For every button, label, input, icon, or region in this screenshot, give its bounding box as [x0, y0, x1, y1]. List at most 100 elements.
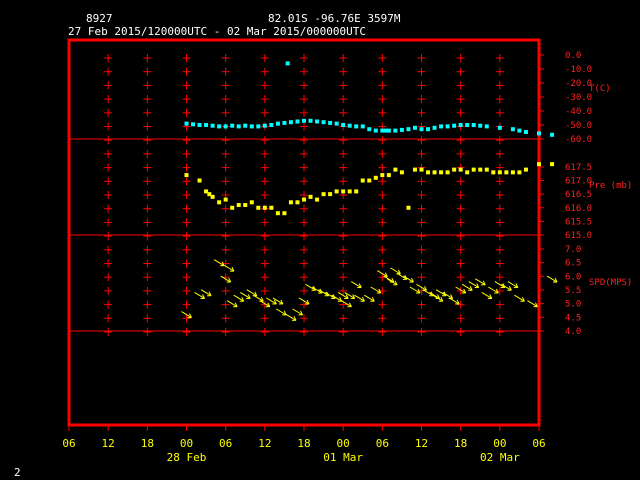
y-tick-label: -40.0	[565, 107, 592, 117]
data-point	[302, 198, 306, 202]
x-tick-label: 12	[102, 437, 115, 450]
x-tick-label: 00	[337, 437, 350, 450]
data-point	[276, 122, 280, 126]
data-point	[374, 176, 378, 180]
data-point	[295, 200, 299, 204]
data-point	[341, 123, 345, 127]
data-point	[237, 124, 241, 128]
data-point	[322, 120, 326, 124]
data-point	[426, 170, 430, 174]
data-point	[315, 198, 319, 202]
data-point	[485, 124, 489, 128]
data-point	[185, 122, 189, 126]
data-point	[524, 130, 528, 134]
data-point	[472, 168, 476, 172]
y-tick-label: 4.0	[565, 327, 581, 337]
y-tick-label: -30.0	[565, 93, 592, 103]
x-tick-label: 06	[62, 437, 75, 450]
data-point	[511, 170, 515, 174]
y-tick-label: 5.5	[565, 286, 581, 296]
data-point	[243, 203, 247, 207]
y-tick-label: 6.0	[565, 272, 581, 282]
data-point	[315, 120, 319, 124]
data-point	[459, 123, 463, 127]
x-tick-label: 18	[141, 437, 154, 450]
data-point	[406, 206, 410, 210]
data-point	[537, 131, 541, 135]
data-point	[348, 124, 352, 128]
data-point	[387, 173, 391, 177]
data-point	[393, 168, 397, 172]
data-point	[354, 124, 358, 128]
data-point	[217, 200, 221, 204]
data-point	[550, 162, 554, 166]
data-point	[367, 179, 371, 183]
data-point	[420, 168, 424, 172]
time-range: 27 Feb 2015/120000UTC - 02 Mar 2015/0000…	[68, 25, 366, 38]
data-point	[400, 170, 404, 174]
data-point	[465, 170, 469, 174]
data-point	[485, 168, 489, 172]
y-tick-label: 617.5	[565, 163, 592, 173]
data-point	[295, 120, 299, 124]
data-point	[400, 128, 404, 132]
data-point	[524, 168, 528, 172]
x-tick-label: 12	[415, 437, 428, 450]
x-date-label: 01 Mar	[323, 451, 363, 464]
data-point	[224, 124, 228, 128]
data-point	[491, 170, 495, 174]
data-point	[256, 124, 260, 128]
data-point	[380, 173, 384, 177]
data-point	[511, 127, 515, 131]
data-point	[263, 206, 267, 210]
data-point	[269, 206, 273, 210]
data-point	[335, 189, 339, 193]
data-point	[335, 122, 339, 126]
y-tick-label: 615.5	[565, 217, 592, 227]
data-point	[269, 123, 273, 127]
data-point	[289, 200, 293, 204]
x-tick-label: 18	[454, 437, 467, 450]
data-point	[406, 127, 410, 131]
x-tick-label: 18	[297, 437, 310, 450]
data-point	[446, 170, 450, 174]
data-point	[393, 129, 397, 133]
x-tick-label: 00	[180, 437, 193, 450]
data-point	[230, 124, 234, 128]
page-number: 2	[14, 466, 21, 479]
x-tick-label: 06	[219, 437, 232, 450]
data-point	[550, 133, 554, 137]
data-point	[282, 121, 286, 125]
data-point	[237, 203, 241, 207]
data-point	[504, 170, 508, 174]
data-point	[517, 129, 521, 133]
data-point	[322, 192, 326, 196]
data-point	[537, 162, 541, 166]
data-point	[413, 168, 417, 172]
data-point	[465, 123, 469, 127]
data-point	[328, 192, 332, 196]
data-point	[387, 129, 391, 133]
data-point	[289, 120, 293, 124]
data-point	[328, 121, 332, 125]
x-tick-label: 06	[376, 437, 389, 450]
y-tick-label: 0.0	[565, 51, 581, 61]
x-tick-label: 06	[532, 437, 545, 450]
data-point	[230, 206, 234, 210]
station-location: 82.01S -96.76E 3597M	[268, 12, 401, 25]
data-point	[211, 124, 215, 128]
data-point	[439, 170, 443, 174]
data-point	[211, 195, 215, 199]
data-point	[348, 189, 352, 193]
data-point	[361, 124, 365, 128]
data-point	[286, 61, 290, 65]
data-point	[224, 198, 228, 202]
data-point	[217, 124, 221, 128]
panel-label: T(C)	[589, 84, 611, 94]
data-point	[282, 211, 286, 215]
data-point	[250, 200, 254, 204]
data-point	[361, 179, 365, 183]
data-point	[498, 170, 502, 174]
data-point	[433, 170, 437, 174]
